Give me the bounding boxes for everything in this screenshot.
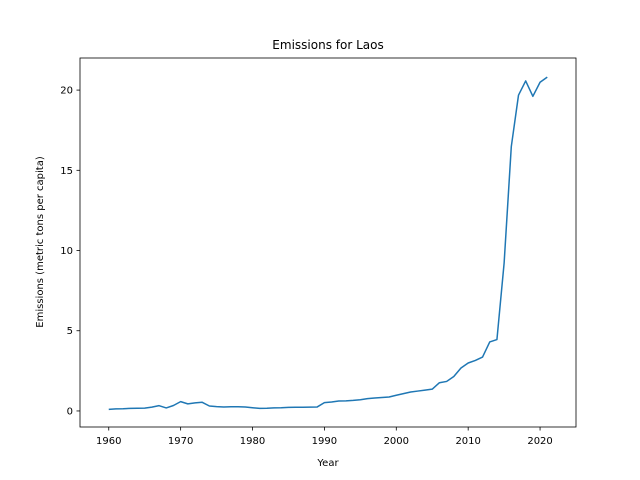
y-axis: 0 5 10 15 20 [60, 86, 80, 417]
x-axis-title: Year [316, 458, 339, 469]
y-tick-label: 10 [60, 246, 73, 257]
x-tick-label: 1980 [240, 436, 265, 447]
x-tick-label: 1970 [168, 436, 193, 447]
axes-frame [79, 57, 577, 428]
x-axis: 1960 1970 1980 1990 2000 2010 2020 [96, 427, 553, 447]
x-tick-label: 2020 [527, 436, 552, 447]
y-axis-title: Emissions (metric tons per capita) [35, 156, 46, 328]
x-tick-label: 1990 [312, 436, 337, 447]
plot-area [108, 76, 548, 411]
y-tick-label: 5 [67, 326, 73, 337]
y-tick-label: 0 [67, 406, 73, 417]
y-tick-label: 15 [60, 166, 73, 177]
x-tick-label: 2010 [455, 436, 480, 447]
chart-title: Emissions for Laos [272, 38, 383, 52]
y-tick-label: 20 [60, 86, 73, 97]
x-tick-label: 2000 [384, 436, 409, 447]
x-tick-label: 1960 [96, 436, 121, 447]
emissions-series-line [108, 76, 548, 411]
